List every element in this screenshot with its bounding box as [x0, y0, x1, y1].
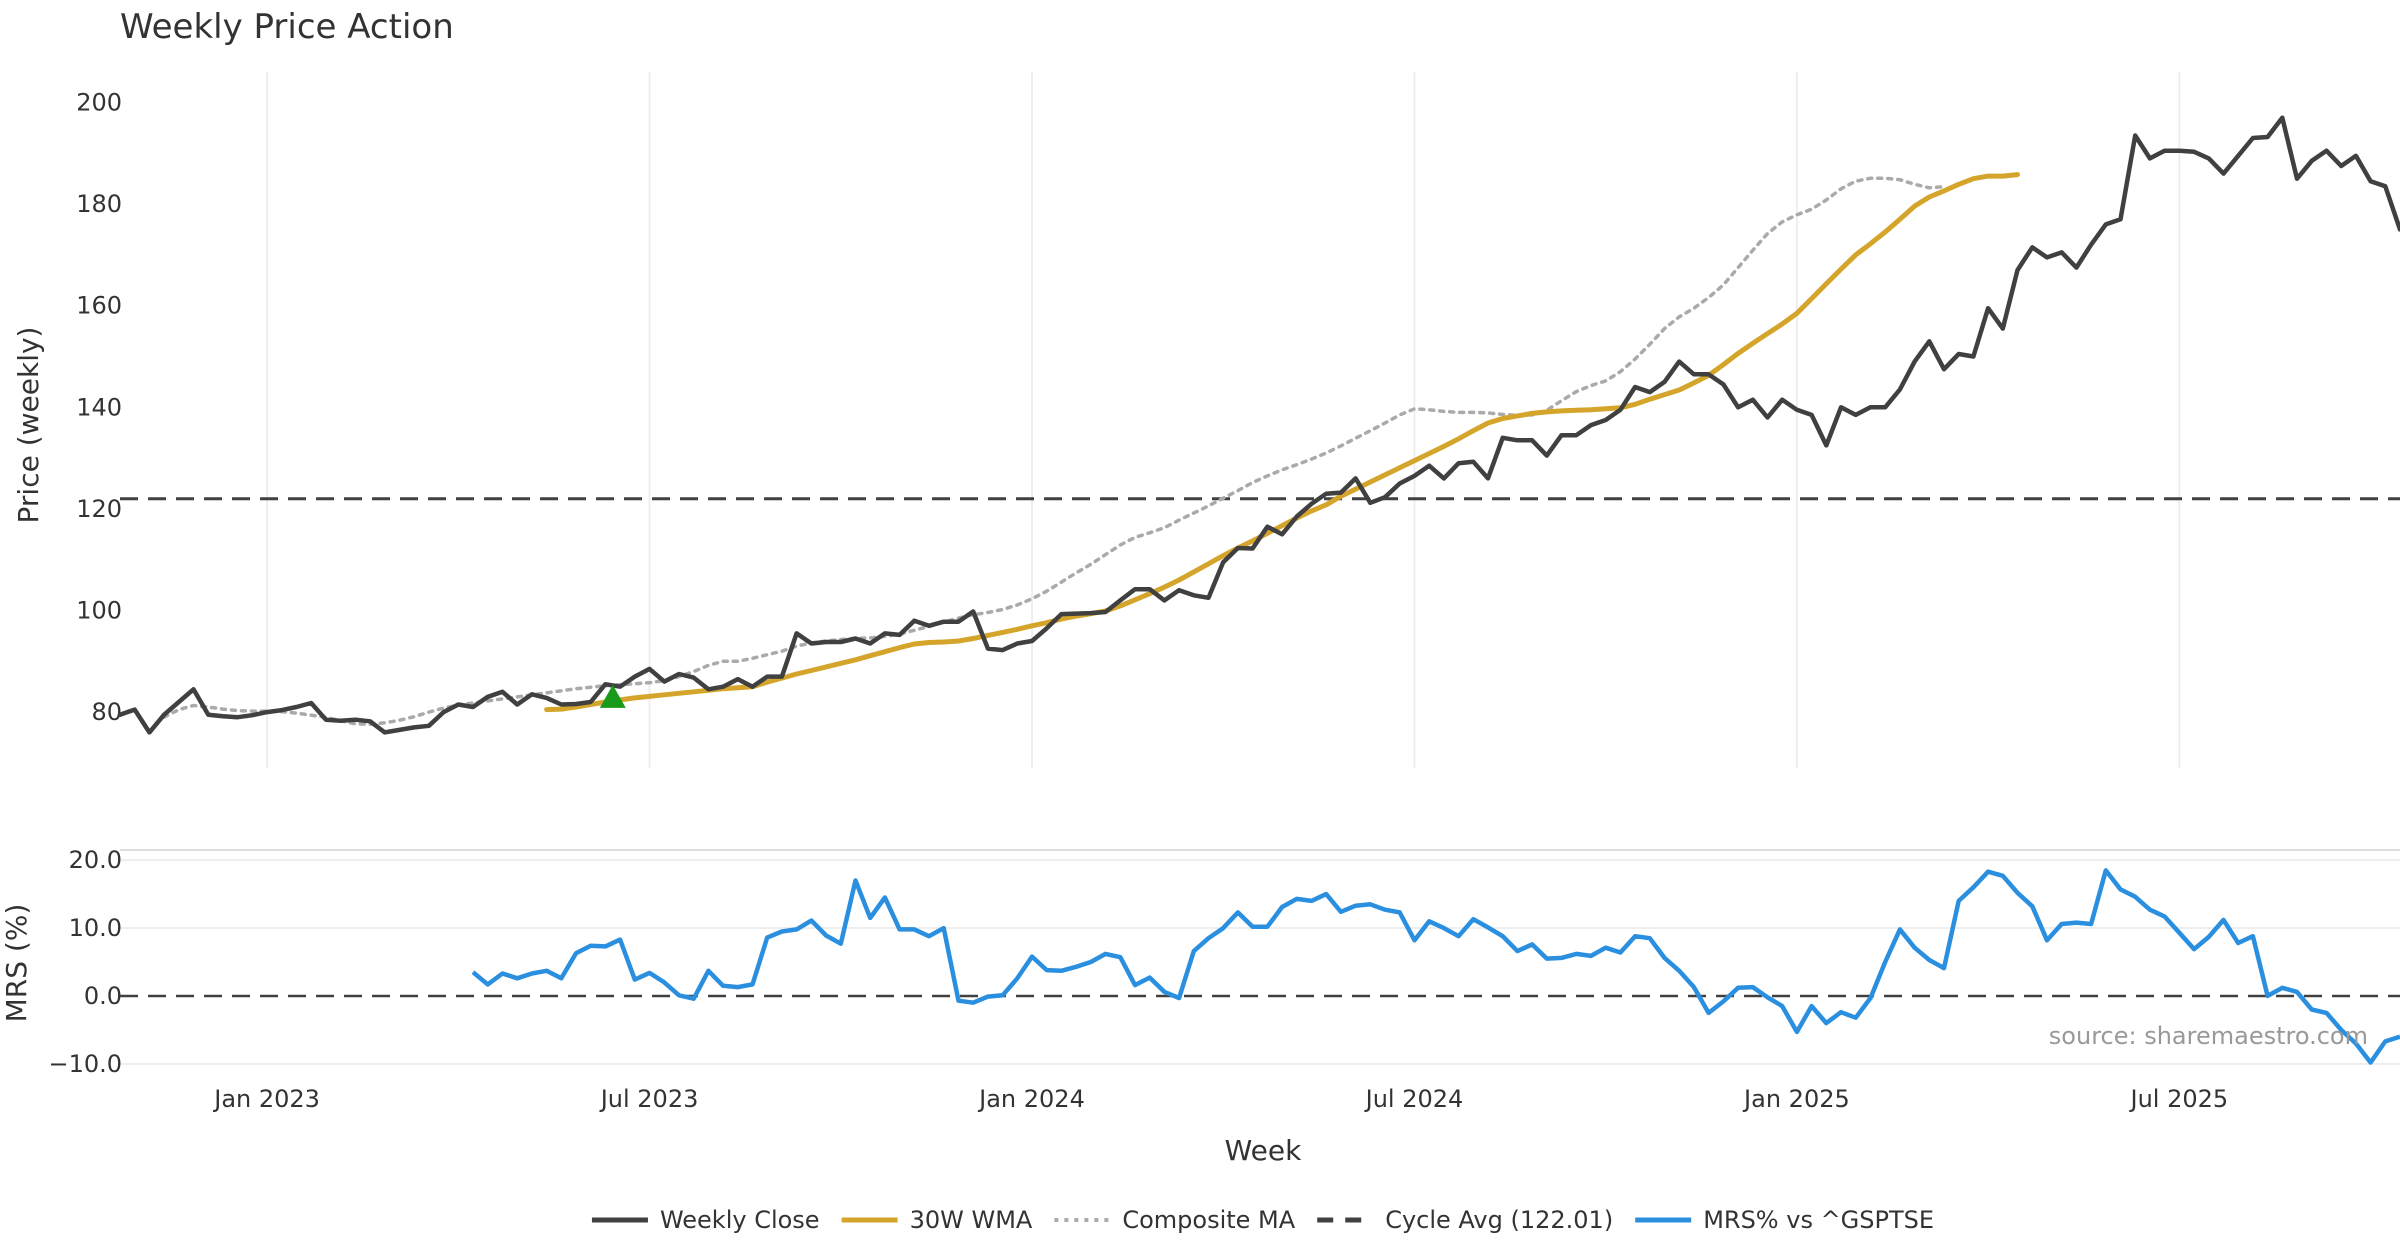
legend-label: MRS% vs ^GSPTSE — [1703, 1206, 1934, 1234]
price-y-tick-label: 160 — [76, 292, 122, 320]
price-y-tick-label: 80 — [91, 698, 122, 726]
x-tick-label: Jan 2024 — [977, 1085, 1085, 1113]
x-axis: Jan 2023 Jul 2023 Jan 2024 Jul 2024 Jan 2025… — [212, 1085, 2228, 1113]
price-y-tick-label: 100 — [76, 597, 122, 625]
x-tick-label: Jul 2024 — [1364, 1085, 1464, 1113]
x-tick-label: Jan 2025 — [1742, 1085, 1850, 1113]
mrs-y-tick-label: 10.0 — [69, 914, 122, 942]
mrs-y-tick-label: −10.0 — [48, 1050, 122, 1078]
legend-label: Cycle Avg (122.01) — [1385, 1206, 1613, 1234]
legend-label: Composite MA — [1122, 1206, 1295, 1234]
mrs-y-axis: 20.0 10.0 0.0 −10.0 — [48, 846, 122, 1078]
price-y-tick-label: 140 — [76, 393, 122, 421]
mrs-y-axis-title: MRS (%) — [0, 904, 33, 1023]
weekly-close-line — [117, 115, 2400, 735]
price-y-tick-label: 200 — [76, 88, 122, 116]
price-y-axis: 200 180 160 140 120 100 80 — [76, 88, 122, 726]
mrs-line — [471, 868, 2400, 1065]
mrs-y-tick-label: 20.0 — [69, 846, 122, 874]
price-grid — [266, 72, 2181, 768]
x-tick-label: Jul 2023 — [599, 1085, 699, 1113]
buy-signal-marker — [599, 684, 626, 708]
price-y-axis-title: Price (weekly) — [12, 327, 45, 524]
legend-label: 30W WMA — [910, 1206, 1033, 1234]
x-axis-title: Week — [1225, 1134, 1302, 1167]
wma-30w-line — [544, 172, 2020, 713]
source-note: source: sharemaestro.com — [2049, 1022, 2368, 1050]
mrs-y-tick-label: 0.0 — [84, 982, 122, 1010]
x-tick-label: Jan 2023 — [212, 1085, 320, 1113]
price-y-tick-label: 180 — [76, 190, 122, 218]
x-tick-label: Jul 2025 — [2129, 1085, 2229, 1113]
legend: Weekly Close 30W WMA Composite MA Cycle Avg… — [591, 1206, 1934, 1234]
price-y-tick-label: 120 — [76, 495, 122, 523]
chart-title: Weekly Price Action — [120, 7, 454, 47]
legend-label: Weekly Close — [660, 1206, 820, 1234]
